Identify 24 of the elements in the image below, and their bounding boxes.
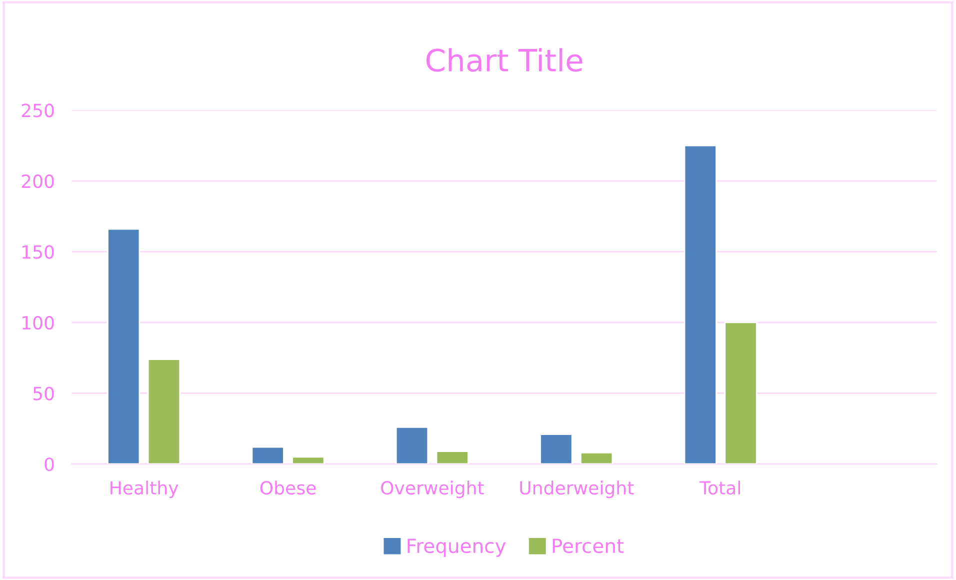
x-tick-label: Overweight <box>381 480 484 498</box>
bar <box>684 144 717 464</box>
bar <box>436 450 469 464</box>
bar <box>724 322 758 464</box>
bar <box>292 456 325 464</box>
bar <box>395 426 429 464</box>
x-tick-label: Total <box>699 480 740 495</box>
y-tick-label: 200 <box>22 174 54 188</box>
y-tick-label: 0 <box>44 457 54 472</box>
y-tick-label: 150 <box>22 245 54 259</box>
y-tick-label: 50 <box>33 386 54 400</box>
chart-title: Chart Title <box>426 48 582 72</box>
bar <box>251 446 284 464</box>
bar <box>540 434 573 464</box>
x-tick-label: Obese <box>260 480 316 495</box>
legend-label: Frequency <box>408 538 506 557</box>
legend-label: Percent <box>552 538 624 554</box>
x-tick-label: Underweight <box>520 480 634 498</box>
y-tick-label: 250 <box>22 104 54 118</box>
y-tick-label: 100 <box>22 316 54 330</box>
bar <box>107 228 140 464</box>
x-tick-label: Healthy <box>110 480 178 498</box>
bar <box>580 452 614 464</box>
bar <box>147 358 181 464</box>
